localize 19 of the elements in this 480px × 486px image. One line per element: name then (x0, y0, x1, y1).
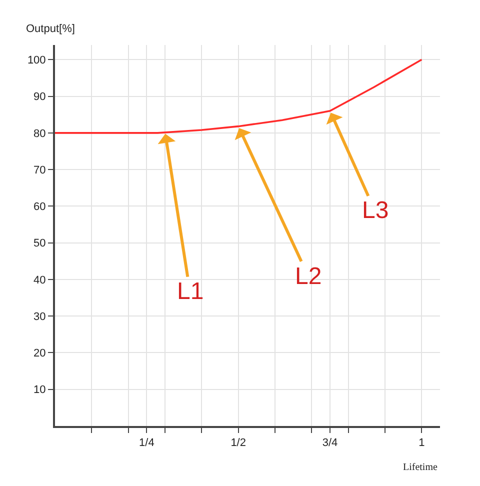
y-tick-label: 30 (34, 310, 46, 323)
y-tick-label: 100 (27, 54, 46, 66)
x-axis-title: Lifetime (403, 462, 438, 473)
y-tick-label: 40 (34, 274, 46, 286)
y-tick-label: 80 (34, 128, 46, 140)
x-tick-label: 1/4 (139, 437, 154, 450)
x-tick-label: 1/2 (230, 437, 246, 450)
y-tick-label: 70 (34, 164, 46, 176)
y-tick-label: 90 (34, 91, 46, 104)
y-tick-label: 10 (34, 384, 46, 396)
y-axis-title: Output[%] (26, 23, 75, 35)
annotation: L2 (295, 263, 322, 290)
y-tick-label: 60 (34, 201, 46, 214)
annotation: L1 (177, 278, 204, 305)
y-tick-label: 20 (34, 348, 46, 360)
x-tick-label: 3/4 (322, 437, 338, 450)
annotation: L3 (362, 197, 389, 224)
x-tick-label: 1 (418, 437, 425, 450)
y-tick-label: 50 (34, 238, 46, 250)
